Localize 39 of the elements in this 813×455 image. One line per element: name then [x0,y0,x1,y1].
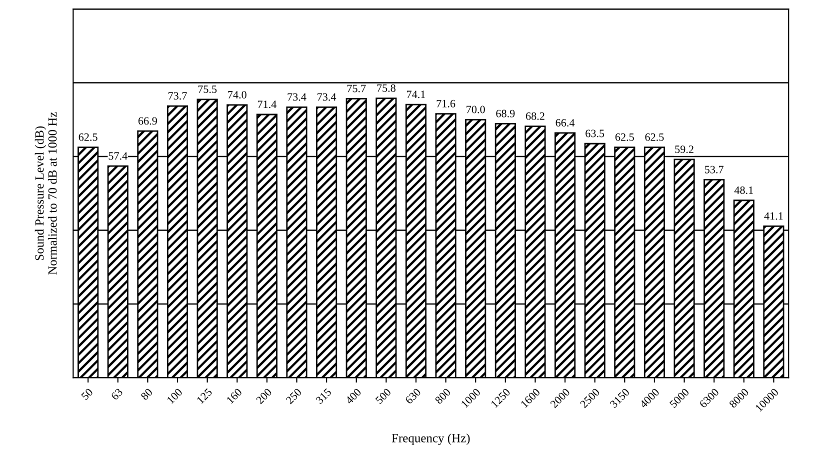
data-label: 68.2 [526,112,544,120]
data-label: 74.0 [228,91,246,99]
data-label: 59.2 [675,146,694,154]
data-label: 70.0 [466,106,485,114]
data-label: 62.5 [615,133,634,141]
x-tick-label: 315 [315,388,332,404]
x-tick-label: 250 [286,388,302,404]
data-label: 71.4 [258,100,276,108]
x-tick-label: 100 [166,388,183,404]
data-label: 73.4 [318,93,336,101]
data-label: 73.4 [288,93,306,101]
x-tick-label: 400 [344,388,362,405]
x-tick-label: 125 [196,388,213,404]
data-label: 71.6 [436,100,456,108]
data-label: 62.5 [645,133,664,141]
y-axis-title: Sound Pressure Level (dB) Normalized to 70 dB at 1000 Hz [34,112,57,275]
data-label: 75.8 [377,84,396,92]
x-tick-label: 160 [226,388,242,404]
data-label: 63.5 [586,130,604,138]
data-label: 75.7 [347,84,366,92]
x-tick-label: 800 [434,388,452,404]
data-label: 74.1 [406,90,426,98]
data-label: 66.9 [138,117,157,125]
data-label: 75.5 [198,86,217,94]
data-label: 53.7 [705,166,724,174]
x-tick-label: 80 [140,388,153,400]
data-label: 48.1 [734,186,753,194]
x-tick-label: 63 [110,388,124,400]
x-axis-title: Frequency (Hz) [392,434,470,445]
data-label: 57.4 [108,152,128,160]
x-tick-label: 50 [80,388,94,400]
data-label: 41.1 [764,212,783,220]
data-label: 66.4 [556,119,575,127]
data-label: 62.5 [78,133,98,141]
x-tick-label: 200 [256,388,272,404]
data-label: 73.7 [168,92,187,100]
data-label: 68.9 [496,110,515,118]
x-tick-label: 500 [375,388,392,404]
x-tick-label: 630 [404,388,422,404]
